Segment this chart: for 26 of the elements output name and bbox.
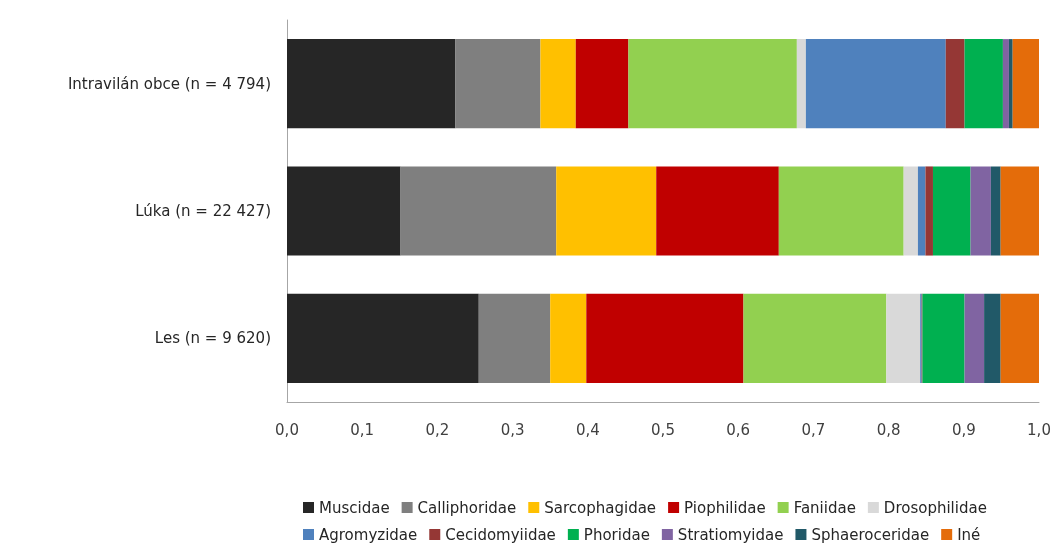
legend-label: Muscidae [319, 498, 390, 517]
legend-label: Stratiomyidae [677, 525, 784, 544]
legend-label: Sarcophagidae [544, 498, 657, 517]
y-tick-label: Intravilán obce (n = 4 794) [67, 74, 271, 93]
x-tick-label: 1,0 [1027, 420, 1051, 439]
legend-label: Phoridae [583, 525, 650, 544]
x-tick-label: 0,1 [350, 420, 375, 439]
x-tick-label: 0,7 [801, 420, 826, 439]
legend-label: Cecidomyiidae [445, 525, 556, 544]
x-tick-label: 0,6 [726, 420, 751, 439]
x-tick-label: 0,5 [651, 420, 675, 439]
legend-label: Drosophilidae [883, 498, 987, 517]
legend-label: Piophilidae [684, 498, 766, 517]
y-tick-label: Les (n = 9 620) [154, 329, 271, 348]
x-tick-label: 0,4 [575, 420, 600, 439]
legend-label: Agromyzidae [319, 525, 418, 544]
x-tick-label: 0,9 [951, 420, 976, 439]
legend-label: Faniidae [793, 498, 856, 517]
x-tick-label: 0,3 [500, 420, 525, 439]
legend-label: Sphaeroceridae [811, 525, 930, 544]
x-tick-label: 0,8 [876, 420, 901, 439]
x-tick-label: 0,0 [275, 420, 299, 439]
x-tick-label: 0,2 [425, 420, 450, 439]
y-tick-label: Lúka (n = 22 427) [135, 202, 271, 220]
legend-label: Calliphoridae [417, 498, 517, 517]
legend-label: Iné [957, 525, 981, 544]
